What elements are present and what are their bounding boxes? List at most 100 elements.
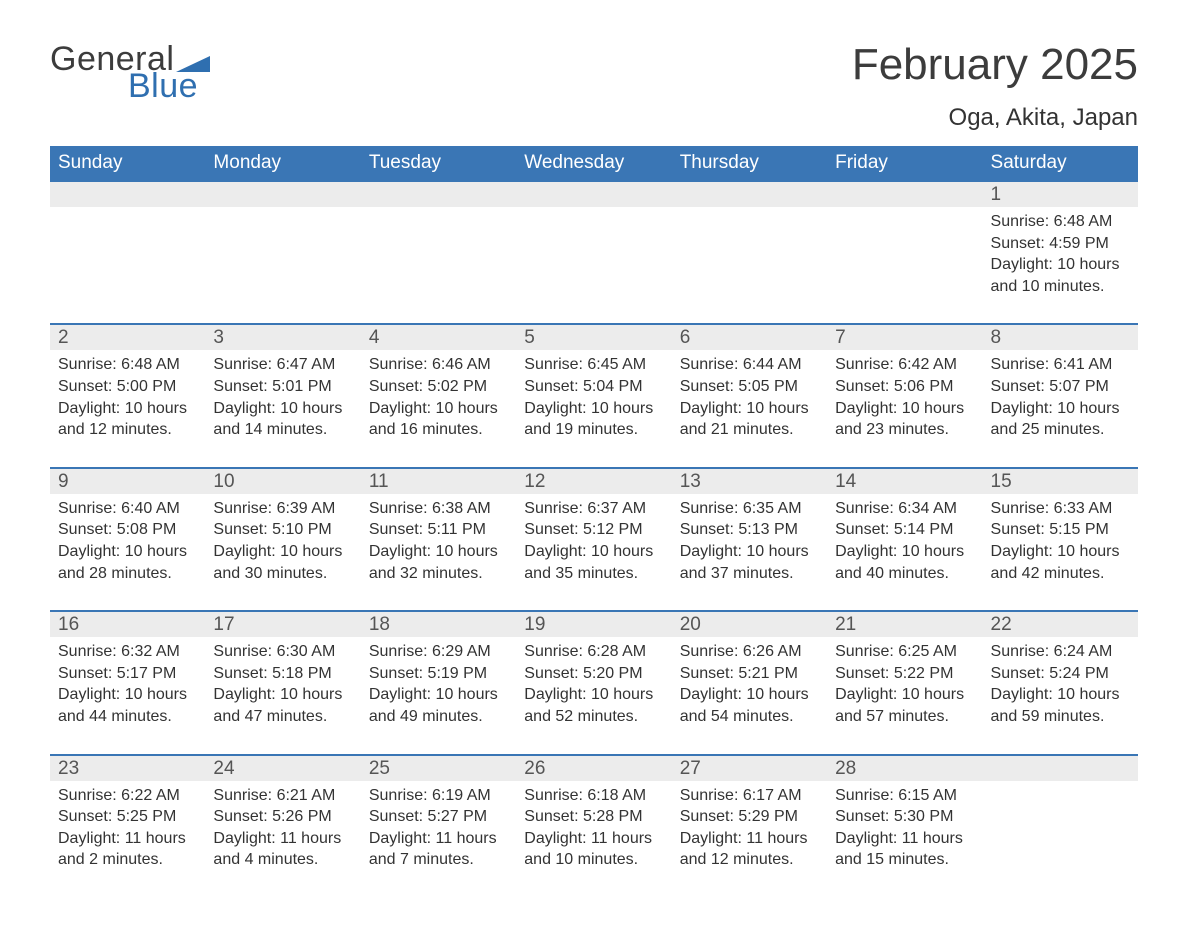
day-number-cell: 8 xyxy=(983,324,1138,350)
day-detail-cell xyxy=(983,781,1138,897)
sunrise-text: Sunrise: 6:37 AM xyxy=(524,498,663,520)
daylight2-text: and 37 minutes. xyxy=(680,563,819,585)
day-detail-cell: Sunrise: 6:19 AMSunset: 5:27 PMDaylight:… xyxy=(361,781,516,897)
sunrise-text: Sunrise: 6:48 AM xyxy=(991,211,1130,233)
daylight1-text: Daylight: 10 hours xyxy=(369,541,508,563)
daylight2-text: and 19 minutes. xyxy=(524,419,663,441)
day-detail-cell: Sunrise: 6:30 AMSunset: 5:18 PMDaylight:… xyxy=(205,637,360,754)
day-number-cell xyxy=(827,181,982,207)
day-number-cell: 27 xyxy=(672,755,827,781)
daylight1-text: Daylight: 10 hours xyxy=(680,541,819,563)
daylight1-text: Daylight: 11 hours xyxy=(835,828,974,850)
logo: General Blue xyxy=(50,40,210,106)
daylight1-text: Daylight: 10 hours xyxy=(991,254,1130,276)
day-detail-cell: Sunrise: 6:17 AMSunset: 5:29 PMDaylight:… xyxy=(672,781,827,897)
daylight1-text: Daylight: 10 hours xyxy=(58,684,197,706)
daylight2-text: and 23 minutes. xyxy=(835,419,974,441)
daylight1-text: Daylight: 11 hours xyxy=(213,828,352,850)
day-detail-cell: Sunrise: 6:41 AMSunset: 5:07 PMDaylight:… xyxy=(983,350,1138,467)
daylight2-text: and 40 minutes. xyxy=(835,563,974,585)
daylight2-text: and 16 minutes. xyxy=(369,419,508,441)
sunset-text: Sunset: 5:17 PM xyxy=(58,663,197,685)
day-detail-cell: Sunrise: 6:37 AMSunset: 5:12 PMDaylight:… xyxy=(516,494,671,611)
sunset-text: Sunset: 5:05 PM xyxy=(680,376,819,398)
sunset-text: Sunset: 5:21 PM xyxy=(680,663,819,685)
day-detail-cell: Sunrise: 6:45 AMSunset: 5:04 PMDaylight:… xyxy=(516,350,671,467)
sunrise-text: Sunrise: 6:39 AM xyxy=(213,498,352,520)
sunset-text: Sunset: 5:10 PM xyxy=(213,519,352,541)
sunrise-text: Sunrise: 6:42 AM xyxy=(835,354,974,376)
daylight2-text: and 2 minutes. xyxy=(58,849,197,871)
sunrise-text: Sunrise: 6:48 AM xyxy=(58,354,197,376)
sunrise-text: Sunrise: 6:26 AM xyxy=(680,641,819,663)
sunset-text: Sunset: 5:11 PM xyxy=(369,519,508,541)
day-detail-cell: Sunrise: 6:26 AMSunset: 5:21 PMDaylight:… xyxy=(672,637,827,754)
daylight2-text: and 28 minutes. xyxy=(58,563,197,585)
sunrise-text: Sunrise: 6:21 AM xyxy=(213,785,352,807)
daylight2-text: and 21 minutes. xyxy=(680,419,819,441)
day-number-cell: 1 xyxy=(983,181,1138,207)
daylight2-text: and 54 minutes. xyxy=(680,706,819,728)
weekday-header: Thursday xyxy=(672,146,827,181)
sunset-text: Sunset: 5:24 PM xyxy=(991,663,1130,685)
sunset-text: Sunset: 5:02 PM xyxy=(369,376,508,398)
day-detail-cell xyxy=(827,207,982,324)
sunrise-text: Sunrise: 6:18 AM xyxy=(524,785,663,807)
daylight2-text: and 52 minutes. xyxy=(524,706,663,728)
daylight2-text: and 12 minutes. xyxy=(58,419,197,441)
calendar-header: SundayMondayTuesdayWednesdayThursdayFrid… xyxy=(50,146,1138,181)
page-title: February 2025 xyxy=(852,40,1138,90)
day-number-cell: 6 xyxy=(672,324,827,350)
daylight1-text: Daylight: 10 hours xyxy=(58,541,197,563)
day-number-cell: 2 xyxy=(50,324,205,350)
weekday-header: Wednesday xyxy=(516,146,671,181)
sunset-text: Sunset: 5:28 PM xyxy=(524,806,663,828)
day-number-cell xyxy=(983,755,1138,781)
location-label: Oga, Akita, Japan xyxy=(852,104,1138,132)
day-number-cell: 15 xyxy=(983,468,1138,494)
sunset-text: Sunset: 5:00 PM xyxy=(58,376,197,398)
flag-icon xyxy=(176,50,210,72)
daylight1-text: Daylight: 10 hours xyxy=(213,398,352,420)
sunrise-text: Sunrise: 6:35 AM xyxy=(680,498,819,520)
day-detail-cell: Sunrise: 6:15 AMSunset: 5:30 PMDaylight:… xyxy=(827,781,982,897)
day-detail-cell: Sunrise: 6:35 AMSunset: 5:13 PMDaylight:… xyxy=(672,494,827,611)
day-number-cell xyxy=(672,181,827,207)
sunset-text: Sunset: 5:15 PM xyxy=(991,519,1130,541)
day-detail-cell: Sunrise: 6:48 AMSunset: 4:59 PMDaylight:… xyxy=(983,207,1138,324)
daylight2-text: and 57 minutes. xyxy=(835,706,974,728)
daylight1-text: Daylight: 10 hours xyxy=(991,541,1130,563)
day-number-cell: 5 xyxy=(516,324,671,350)
day-number-cell xyxy=(50,181,205,207)
sunset-text: Sunset: 5:22 PM xyxy=(835,663,974,685)
day-number-cell: 18 xyxy=(361,611,516,637)
day-number-cell: 14 xyxy=(827,468,982,494)
day-detail-cell: Sunrise: 6:32 AMSunset: 5:17 PMDaylight:… xyxy=(50,637,205,754)
sunrise-text: Sunrise: 6:22 AM xyxy=(58,785,197,807)
day-detail-cell xyxy=(50,207,205,324)
daylight2-text: and 15 minutes. xyxy=(835,849,974,871)
sunset-text: Sunset: 5:19 PM xyxy=(369,663,508,685)
sunset-text: Sunset: 5:26 PM xyxy=(213,806,352,828)
daylight1-text: Daylight: 10 hours xyxy=(58,398,197,420)
day-number-cell: 24 xyxy=(205,755,360,781)
sunrise-text: Sunrise: 6:19 AM xyxy=(369,785,508,807)
sunset-text: Sunset: 5:14 PM xyxy=(835,519,974,541)
daylight2-text: and 49 minutes. xyxy=(369,706,508,728)
sunset-text: Sunset: 5:25 PM xyxy=(58,806,197,828)
sunset-text: Sunset: 5:08 PM xyxy=(58,519,197,541)
weekday-header: Sunday xyxy=(50,146,205,181)
sunrise-text: Sunrise: 6:25 AM xyxy=(835,641,974,663)
daylight2-text: and 25 minutes. xyxy=(991,419,1130,441)
daylight1-text: Daylight: 11 hours xyxy=(680,828,819,850)
day-number-cell: 12 xyxy=(516,468,671,494)
day-detail-cell: Sunrise: 6:42 AMSunset: 5:06 PMDaylight:… xyxy=(827,350,982,467)
sunrise-text: Sunrise: 6:28 AM xyxy=(524,641,663,663)
day-number-cell xyxy=(516,181,671,207)
daylight2-text: and 7 minutes. xyxy=(369,849,508,871)
day-number-cell: 3 xyxy=(205,324,360,350)
weekday-header: Saturday xyxy=(983,146,1138,181)
daylight2-text: and 10 minutes. xyxy=(991,276,1130,298)
day-number-cell: 20 xyxy=(672,611,827,637)
day-number-cell: 16 xyxy=(50,611,205,637)
